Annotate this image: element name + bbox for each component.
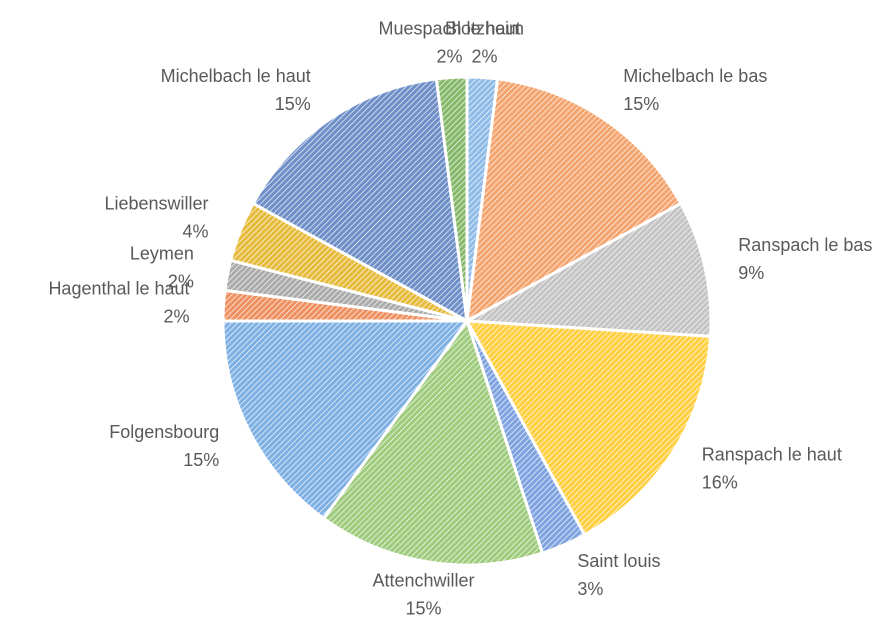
slice-value-label: 2% — [164, 306, 190, 326]
slice-label: Michelbach le bas — [623, 66, 767, 86]
slice-label: Liebenswiller — [104, 193, 208, 213]
slice-label: Ranspach le haut — [702, 445, 842, 465]
pie-slice — [461, 201, 713, 338]
slice-label: Leymen — [130, 244, 194, 264]
slice-value-label: 2% — [437, 46, 463, 66]
pie-slice — [434, 75, 469, 322]
slice-label: Hagenthal le haut — [48, 278, 189, 298]
slice-label: Ranspach le bas — [738, 235, 872, 255]
slice-value-label: 3% — [577, 579, 603, 599]
pie-slice — [251, 77, 469, 324]
pie-slice — [221, 319, 470, 521]
slice-label: Muespach le haut — [378, 18, 520, 38]
slice-value-label: 9% — [738, 263, 764, 283]
pie-slice — [464, 319, 713, 537]
slice-value-label: 2% — [168, 272, 194, 292]
slice-label: Folgensbourg — [109, 422, 219, 442]
slice-value-label: 15% — [623, 94, 659, 114]
pie-slice — [321, 317, 545, 567]
slice-label: Michelbach le haut — [161, 66, 311, 86]
slice-value-label: 15% — [183, 450, 219, 470]
slice-value-label: 15% — [405, 598, 441, 618]
slice-value-label: 16% — [702, 473, 738, 493]
slice-value-label: 4% — [183, 221, 209, 241]
pie-slice — [465, 77, 683, 324]
slice-label: Blotzheim — [445, 18, 524, 38]
slice-label: Saint louis — [577, 551, 660, 571]
slice-value-label: 15% — [275, 94, 311, 114]
slice-value-label: 2% — [471, 46, 497, 66]
slice-label: Attenchwiller — [372, 570, 474, 590]
